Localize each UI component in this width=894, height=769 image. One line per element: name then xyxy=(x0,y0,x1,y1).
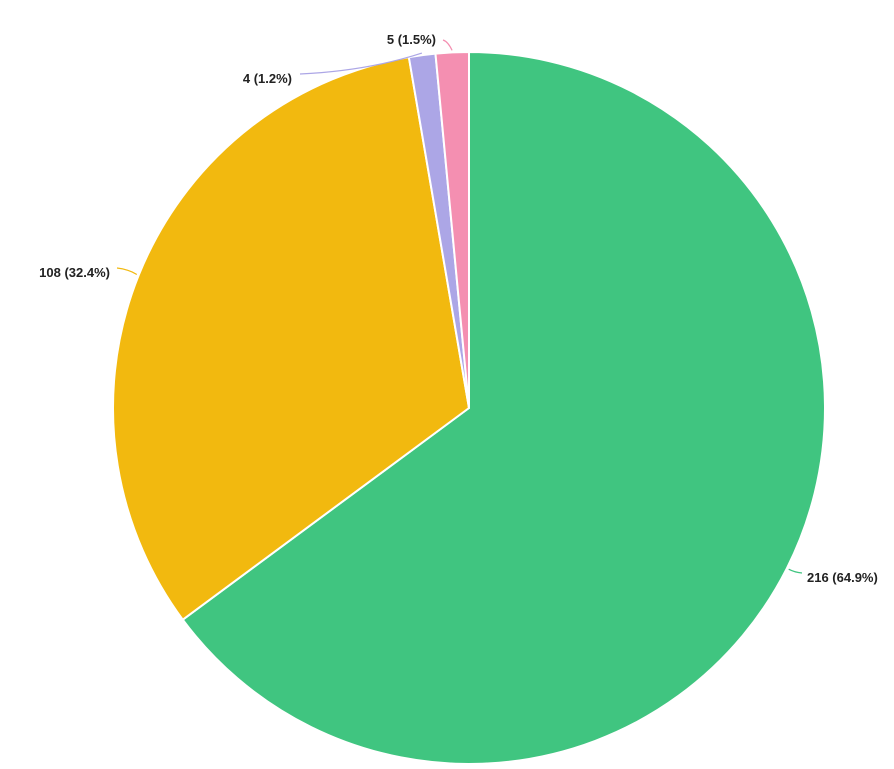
pie-slice-216 xyxy=(181,51,826,765)
pie-slice-108 xyxy=(112,56,470,621)
leader-line-4 xyxy=(299,52,423,75)
pie-slices xyxy=(112,50,826,765)
slice-label-4: 4 (1.2%) xyxy=(243,71,292,86)
label-leader-lines xyxy=(116,39,803,574)
leader-line-216 xyxy=(788,568,803,574)
slice-label-108: 108 (32.4%) xyxy=(39,265,110,280)
pie-slice-5 xyxy=(434,50,470,409)
leader-line-108 xyxy=(116,267,138,276)
slice-label-216: 216 (64.9%) xyxy=(807,570,878,585)
slice-label-5: 5 (1.5%) xyxy=(387,32,436,47)
leader-line-5 xyxy=(442,39,453,51)
pie-labels: 216 (64.9%) 108 (32.4%) 4 (1.2%) 5 (1.5%… xyxy=(39,32,878,585)
